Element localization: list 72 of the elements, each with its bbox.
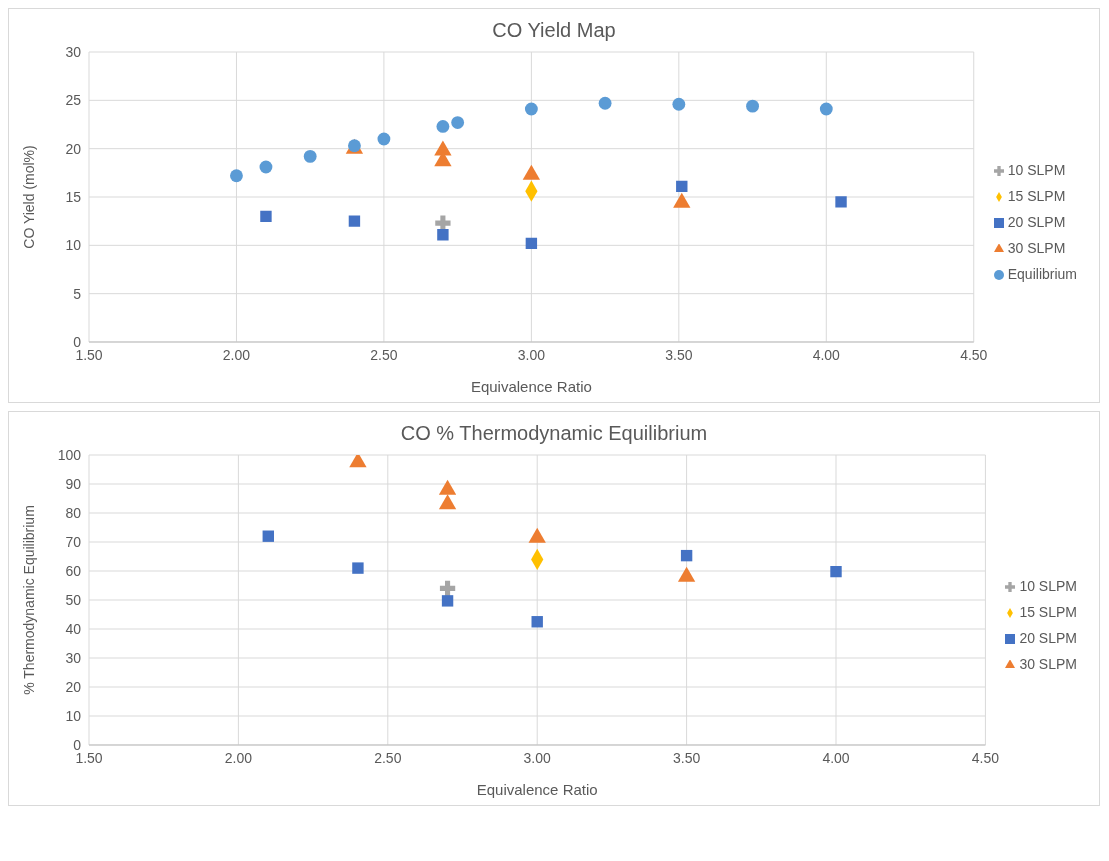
point bbox=[438, 494, 457, 510]
point bbox=[439, 580, 456, 597]
y-tick-label: 40 bbox=[65, 620, 82, 637]
y-tick-label: 90 bbox=[65, 475, 82, 492]
x-tick-label: 3.00 bbox=[517, 346, 546, 363]
y-tick-label: 50 bbox=[65, 591, 82, 608]
y-axis-title: % Thermodynamic Equilibrium bbox=[20, 505, 37, 695]
y-tick-label: 60 bbox=[65, 562, 82, 579]
point bbox=[303, 149, 317, 163]
point bbox=[524, 102, 538, 116]
point bbox=[835, 196, 847, 208]
legend-label: 20 SLPM bbox=[1007, 214, 1066, 230]
point bbox=[680, 549, 693, 562]
point bbox=[819, 102, 833, 116]
legend-label: 10 SLPM bbox=[1019, 578, 1077, 594]
y-tick-label: 80 bbox=[65, 504, 82, 521]
point bbox=[830, 565, 842, 578]
point bbox=[598, 96, 612, 110]
y-tick-label: 10 bbox=[65, 707, 82, 724]
legend-label: 30 SLPM bbox=[1007, 240, 1066, 256]
x-tick-label: 4.50 bbox=[960, 346, 988, 363]
point bbox=[676, 180, 688, 193]
legend-label: 15 SLPM bbox=[1007, 188, 1066, 204]
point bbox=[435, 215, 451, 231]
x-tick-label: 4.50 bbox=[971, 749, 1000, 766]
legend-label: 30 SLPM bbox=[1019, 656, 1077, 672]
point bbox=[349, 455, 367, 468]
y-tick-label: 5 bbox=[73, 285, 82, 302]
point bbox=[230, 169, 243, 183]
point bbox=[262, 530, 274, 542]
x-tick-label: 4.00 bbox=[822, 749, 850, 766]
chart-title: CO Yield Map bbox=[491, 18, 617, 42]
x-tick-label: 2.00 bbox=[222, 346, 251, 363]
legend-label: 20 SLPM bbox=[1019, 630, 1077, 646]
legend-label: Equilibrium bbox=[1007, 266, 1077, 282]
point bbox=[451, 116, 465, 129]
y-tick-label: 25 bbox=[65, 92, 82, 109]
point bbox=[437, 229, 449, 241]
point bbox=[348, 215, 361, 227]
y-tick-label: 70 bbox=[65, 533, 82, 550]
point bbox=[438, 479, 457, 495]
x-tick-label: 2.00 bbox=[224, 749, 253, 766]
point bbox=[528, 527, 546, 543]
x-tick-label: 2.50 bbox=[370, 346, 398, 363]
x-axis-title: Equivalence Ratio bbox=[476, 781, 598, 798]
y-axis-title: CO Yield (mol%) bbox=[20, 145, 37, 249]
y-tick-label: 100 bbox=[57, 446, 82, 463]
legend-label: 15 SLPM bbox=[1019, 604, 1077, 620]
x-tick-label: 3.00 bbox=[523, 749, 552, 766]
point bbox=[352, 562, 364, 574]
point bbox=[436, 120, 450, 133]
y-tick-label: 30 bbox=[65, 43, 82, 60]
point bbox=[531, 616, 543, 628]
point bbox=[441, 595, 454, 607]
point bbox=[746, 99, 759, 113]
point bbox=[377, 132, 391, 146]
legend-label: 10 SLPM bbox=[1007, 162, 1066, 178]
point bbox=[672, 97, 686, 111]
x-tick-label: 3.50 bbox=[665, 346, 693, 363]
y-tick-label: 15 bbox=[65, 188, 82, 205]
point bbox=[259, 160, 273, 174]
x-tick-label: 4.00 bbox=[812, 346, 841, 363]
point bbox=[525, 237, 538, 250]
chart-title: CO % Thermodynamic Equilibrium bbox=[399, 421, 709, 445]
y-tick-label: 20 bbox=[65, 678, 82, 695]
y-tick-label: 20 bbox=[65, 140, 82, 157]
x-tick-label: 2.50 bbox=[374, 749, 402, 766]
y-tick-label: 30 bbox=[65, 649, 82, 666]
x-tick-label: 3.50 bbox=[672, 749, 701, 766]
point bbox=[260, 210, 272, 223]
x-axis-title: Equivalence Ratio bbox=[470, 378, 592, 395]
y-tick-label: 10 bbox=[65, 237, 82, 254]
